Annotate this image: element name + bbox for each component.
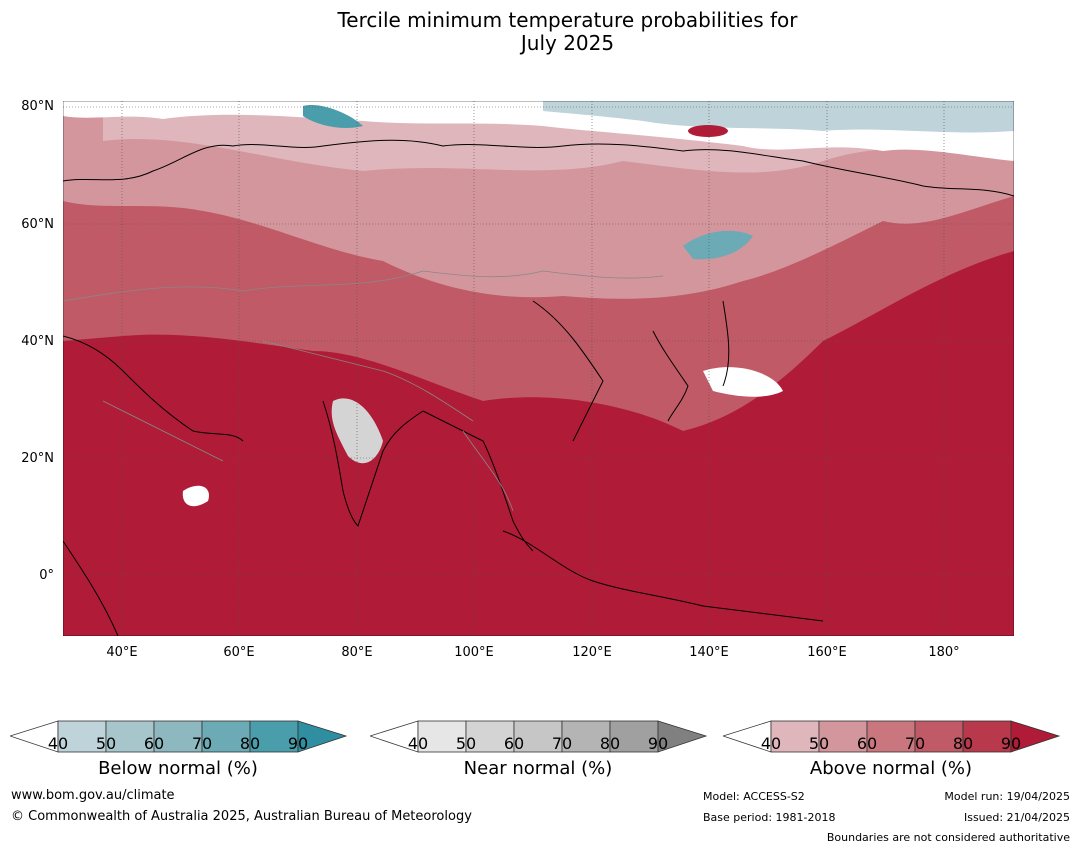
lon-label-100e: 100°E [454,645,494,660]
tick-label: 40 [47,734,69,753]
footer-copyright: © Commonwealth of Australia 2025, Austra… [11,809,472,824]
tick-label: 90 [287,734,309,753]
tick-label: 50 [95,734,117,753]
footer-model: Model: ACCESS-S2 [703,790,805,803]
tick-label: 70 [551,734,573,753]
colorbar-above-normal [723,720,1061,753]
tick-label: 40 [407,734,429,753]
map-gridlines [63,101,1014,636]
lon-label-40e: 40°E [106,645,138,660]
colorbar-near-label: Near normal (%) [463,758,613,779]
map-region-near-india [331,398,383,464]
map-region-below-80-barents [303,105,363,128]
tick-label: 50 [808,734,830,753]
colorbar-swatch [770,720,820,753]
colorbar-above-swatches [770,720,1012,753]
lat-label-0: 0° [39,568,54,583]
tick-label: 90 [1000,734,1022,753]
lon-label-60e: 60°E [223,645,255,660]
lat-label-60n: 60°N [21,217,54,232]
map-region-below-okhotsk [683,230,753,260]
map-region-above-90-arctic [688,125,728,137]
tick-label: 80 [599,734,621,753]
map-region-no-signal-arabian [182,485,209,507]
colorbar-swatch [561,720,611,753]
colorbar-near-normal [370,720,708,753]
colorbar-swatch [866,720,916,753]
map-borders [63,270,664,512]
footer-disclaimer: Boundaries are not considered authoritat… [826,831,1070,844]
tick-label: 80 [239,734,261,753]
colorbar-below-swatches [57,720,299,753]
map-svg [63,101,1014,636]
lat-label-80n: 80°N [21,99,54,114]
lon-label-120e: 120°E [572,645,612,660]
chart-title: Tercile minimum temperature probabilitie… [0,9,1081,55]
footer-website[interactable]: www.bom.gov.au/climate [11,788,175,803]
title-line-1: Tercile minimum temperature probabilitie… [337,8,798,32]
probability-map [63,101,1014,636]
title-line-2: July 2025 [520,31,615,55]
map-region-no-signal-pacific [703,367,783,397]
tick-label: 50 [455,734,477,753]
lon-label-160e: 160°E [807,645,847,660]
tick-label: 60 [503,734,525,753]
lon-label-140e: 140°E [689,645,729,660]
colorbar-swatch [201,720,251,753]
colorbar-swatch [417,720,467,753]
map-coastlines [63,139,1014,636]
tick-label: 40 [760,734,782,753]
tick-label: 80 [952,734,974,753]
tick-label: 60 [143,734,165,753]
lat-label-20n: 20°N [21,451,54,466]
tick-label: 60 [856,734,878,753]
colorbar-swatch [57,720,107,753]
colorbar-swatch [818,720,868,753]
colorbar-swatch [153,720,203,753]
colorbar-below-normal [10,720,348,753]
lon-label-180: 180° [928,645,960,660]
lon-label-80e: 80°E [341,645,373,660]
footer-model-run: Model run: 19/04/2025 [944,790,1070,803]
colorbar-swatch [105,720,155,753]
map-region-below-50-arctic [543,101,1014,133]
footer-base-period: Base period: 1981-2018 [703,811,836,824]
colorbar-above-label: Above normal (%) [809,758,973,779]
lat-label-40n: 40°N [21,334,54,349]
colorbar-below-label: Below normal (%) [98,758,258,779]
colorbar-near-swatches [417,720,659,753]
tick-label: 90 [647,734,669,753]
tick-label: 70 [191,734,213,753]
tick-label: 70 [904,734,926,753]
footer-issued: Issued: 21/04/2025 [963,811,1070,824]
colorbar-swatch [609,720,659,753]
